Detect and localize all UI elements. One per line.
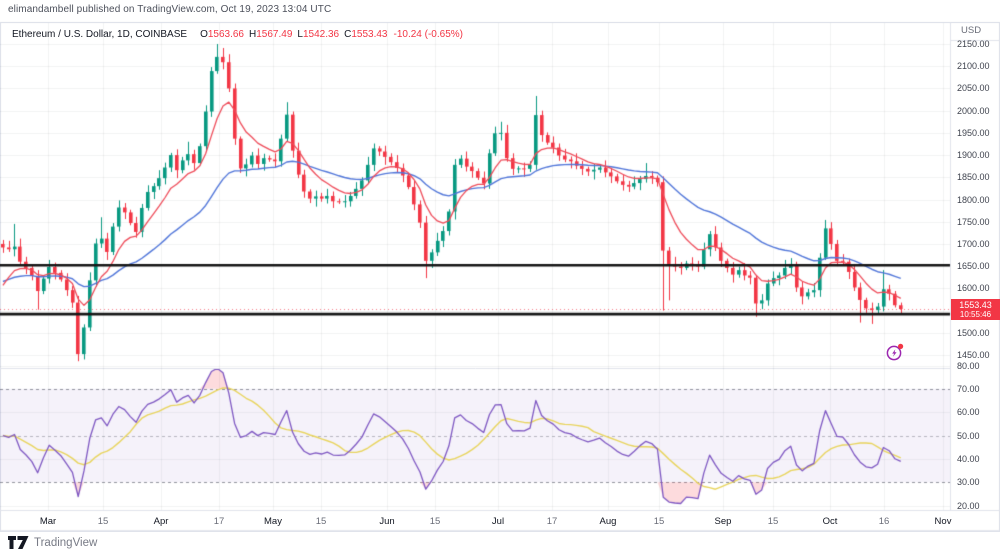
price-axis-tick: 1750.00 <box>957 216 990 227</box>
open-label: O <box>200 29 208 40</box>
price-axis-tick: 1950.00 <box>957 127 990 138</box>
rsi-axis-tick: 20.00 <box>957 500 980 511</box>
time-axis-tick: 15 <box>653 516 665 527</box>
rsi-axis-tick: 30.00 <box>957 477 980 488</box>
time-axis-tick: Sep <box>714 516 732 527</box>
instant-alert-button[interactable] <box>886 343 904 361</box>
time-axis-tick: Oct <box>822 516 838 527</box>
price-axis-tick: 1500.00 <box>957 327 990 338</box>
time-axis-tick: 15 <box>315 516 327 527</box>
low-value: 1542.36 <box>302 29 340 40</box>
price-axis-tick: 2100.00 <box>957 61 990 72</box>
high-label: H <box>249 29 257 40</box>
price-axis-tick: 1850.00 <box>957 172 990 183</box>
tradingview-logo[interactable]: TradingView <box>8 536 97 549</box>
price-axis-tick: 2000.00 <box>957 105 990 116</box>
time-axis-tick: Aug <box>599 516 617 527</box>
price-axis-tick: 2050.00 <box>957 83 990 94</box>
price-axis-tick: 1900.00 <box>957 150 990 161</box>
close-value: 1553.43 <box>351 29 388 40</box>
high-value: 1567.49 <box>256 29 293 40</box>
price-axis-tick: 1700.00 <box>957 238 990 249</box>
low-label: L <box>297 29 303 40</box>
last-price-value: 1553.43 <box>959 300 992 310</box>
lightning-icon <box>886 343 904 361</box>
price-axis-tick: 1800.00 <box>957 194 990 205</box>
price-axis-tick: 2150.00 <box>957 39 990 49</box>
rsi-axis-tick: 40.00 <box>957 453 980 464</box>
time-axis-tick: Jun <box>379 516 395 527</box>
symbol-title: Ethereum / U.S. Dollar, 1D, COINBASE <box>12 29 188 40</box>
time-axis-tick: 15 <box>97 516 109 527</box>
close-label: C <box>344 29 352 40</box>
time-axis-tick: 15 <box>767 516 779 527</box>
time-axis-tick: 16 <box>878 516 890 527</box>
price-axis-tick: 1600.00 <box>957 283 990 294</box>
symbol-legend: Ethereum / U.S. Dollar, 1D, COINBASE O156… <box>12 29 463 40</box>
tradingview-logo-text: TradingView <box>34 536 98 549</box>
time-axis-tick: 15 <box>429 516 441 527</box>
price-axis-currency: USD <box>961 25 982 36</box>
tradingview-mark-icon <box>8 536 29 549</box>
time-axis-tick: Nov <box>934 516 952 527</box>
change-value: -10.24 (-0.65%) <box>393 29 463 40</box>
time-axis-tick: Apr <box>153 516 169 527</box>
rsi-axis-tick: 50.00 <box>957 430 980 441</box>
time-axis-tick: 17 <box>546 516 558 527</box>
time-axis-tick: May <box>264 516 282 527</box>
rsi-axis-tick: 60.00 <box>957 407 980 418</box>
price-axis-tick: 1450.00 <box>957 350 990 360</box>
open-value: 1563.66 <box>207 29 244 40</box>
price-axis-tick: 1650.00 <box>957 261 990 272</box>
last-price-tag: 1553.43 10:55:46 <box>951 299 1000 320</box>
bar-countdown: 10:55:46 <box>959 310 992 319</box>
rsi-axis-tick: 80.00 <box>957 360 980 371</box>
rsi-axis-tick: 70.00 <box>957 383 980 394</box>
time-axis-tick: 17 <box>213 516 225 527</box>
time-axis-tick: Mar <box>39 516 57 527</box>
time-axis-tick: Jul <box>491 516 505 527</box>
